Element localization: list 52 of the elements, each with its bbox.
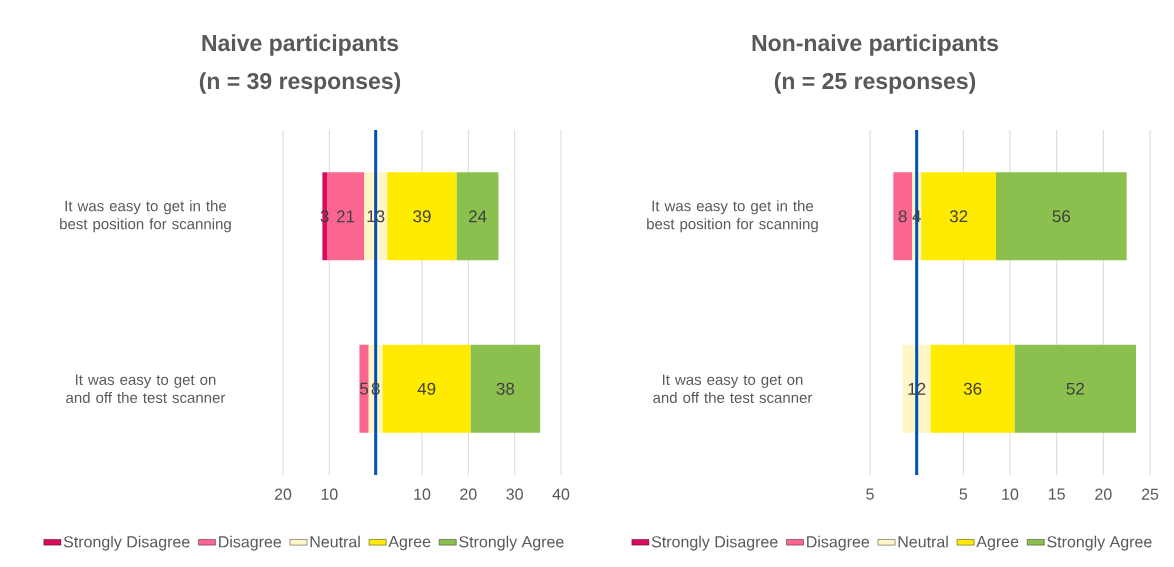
annotation: 49 [417, 382, 436, 395]
legend-label: Agree [976, 536, 1019, 551]
x-tick-label: 20 [1095, 488, 1112, 500]
legend-label: Neutral [898, 535, 948, 548]
annotation: 8 [898, 210, 907, 223]
x-tick-label: 5 [959, 488, 968, 500]
y-tick-label: It was easy to get in the best position for scanning [647, 200, 818, 233]
annotation: 5 [360, 382, 369, 395]
bar [359, 344, 369, 433]
bar [921, 172, 997, 261]
y-tick-label: It was easy to get on and off the test scanner [653, 374, 813, 403]
annotation: 36 [963, 382, 982, 395]
annotation: 52 [1066, 382, 1084, 395]
legend-label: Strongly Agree [459, 535, 564, 551]
annotation: 21 [336, 210, 355, 223]
x-tick-label: 40 [552, 488, 570, 500]
x-tick-label: 25 [1141, 488, 1159, 500]
bar [382, 344, 471, 433]
x-tick-label: 10 [414, 488, 431, 500]
x-tick-label: 20 [460, 488, 477, 500]
bar [996, 172, 1127, 261]
legend-label: Strongly Agree [1047, 535, 1152, 551]
annotation: 56 [1052, 210, 1071, 223]
bar [327, 172, 365, 261]
legend-label: Neutral [310, 535, 360, 548]
chart-subtitle: (n = 25 responses) [774, 72, 976, 94]
y-tick-label: It was easy to get in the best position for scanning [60, 200, 231, 233]
x-tick-label: 5 [866, 488, 874, 500]
legend-label: Strongly Disagree [651, 535, 778, 551]
x-tick-label: 20 [274, 488, 292, 500]
legend-label: Strongly Disagree [63, 535, 190, 551]
bar [893, 172, 913, 261]
legend-label: Disagree [807, 535, 870, 551]
chart-subtitle: (n = 39 responses) [199, 72, 401, 94]
legend-label: Disagree [219, 535, 282, 551]
bar [387, 172, 457, 261]
x-tick-label: 30 [506, 488, 523, 500]
x-tick-label: 15 [1049, 488, 1065, 500]
annotation: 39 [413, 210, 431, 223]
bar [1014, 344, 1137, 433]
bar [930, 344, 1015, 433]
x-tick-label: 10 [321, 488, 338, 500]
x-tick-label: 10 [1002, 488, 1019, 500]
bar [470, 344, 541, 433]
annotation: 32 [949, 210, 968, 223]
chart-title: Non-naive participants [752, 34, 999, 56]
bar [456, 172, 499, 261]
legend-label: Agree [388, 536, 431, 551]
chart-title: Naive participants [202, 34, 399, 56]
y-tick-label: It was easy to get on and off the test scanner [66, 374, 226, 403]
annotation: 24 [469, 210, 487, 223]
annotation: 38 [496, 382, 515, 395]
